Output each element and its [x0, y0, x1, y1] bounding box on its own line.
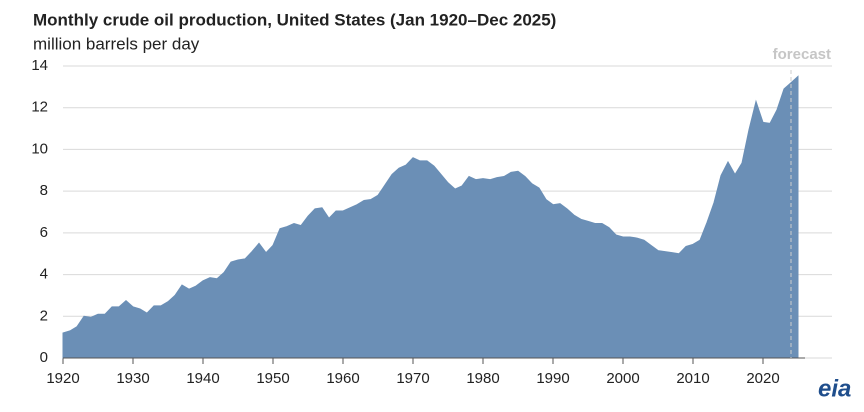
- x-tick-label: 2000: [606, 370, 639, 387]
- area: [62, 75, 799, 359]
- chart-subtitle: million barrels per day: [33, 34, 200, 53]
- x-tick-label: 1940: [186, 370, 219, 387]
- chart-title: Monthly crude oil production, United Sta…: [33, 10, 556, 29]
- x-tick-label: 1950: [256, 370, 289, 387]
- x-tick-label: 1930: [116, 370, 149, 387]
- y-tick-label: 12: [31, 99, 48, 116]
- y-tick-label: 8: [40, 182, 48, 199]
- logo: eia: [818, 375, 851, 402]
- forecast-label: forecast: [773, 46, 831, 63]
- y-tick-label: 14: [31, 57, 48, 74]
- x-tick-label: 1970: [396, 370, 429, 387]
- x-tick-label: 1920: [46, 370, 79, 387]
- y-tick-label: 10: [31, 140, 48, 157]
- y-tick-label: 6: [40, 224, 48, 241]
- y-tick-label: 4: [40, 266, 48, 283]
- x-tick-label: 1960: [326, 370, 359, 387]
- y-tick-label: 0: [40, 349, 48, 366]
- x-tick-label: 1990: [536, 370, 569, 387]
- y-tick-label: 2: [40, 307, 48, 324]
- x-tick-label: 1980: [466, 370, 499, 387]
- x-tick-label: 2020: [746, 370, 779, 387]
- x-tick-label: 2010: [676, 370, 709, 387]
